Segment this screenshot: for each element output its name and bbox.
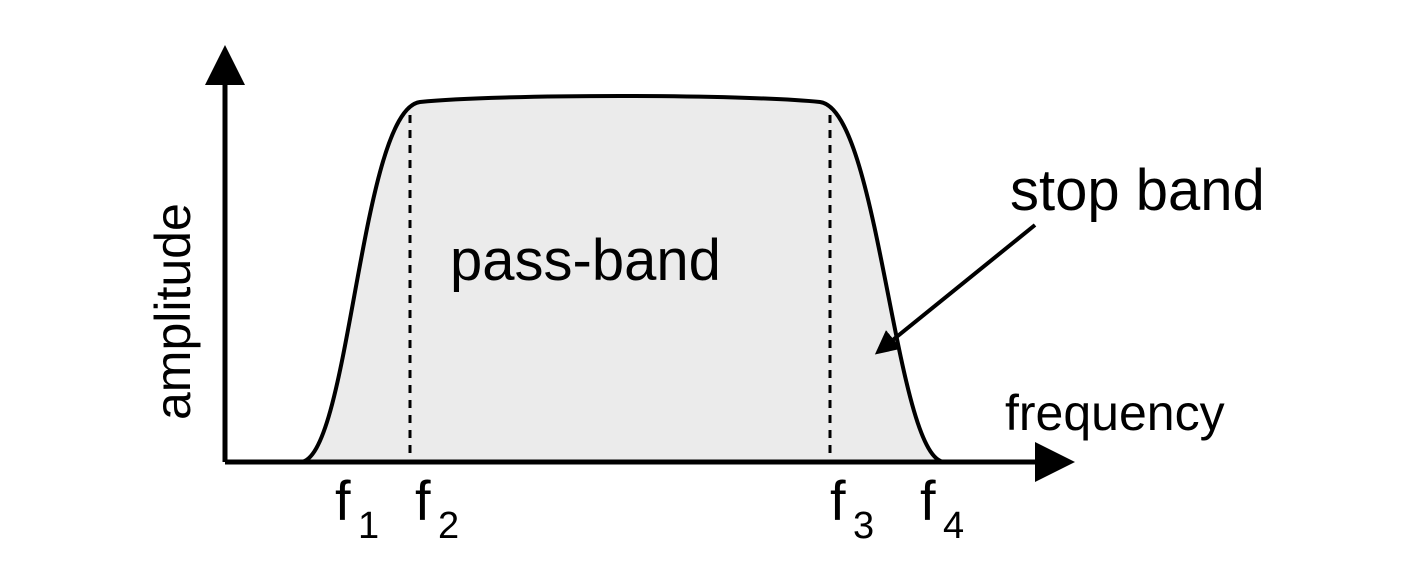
- svg-text:3: 3: [853, 505, 874, 547]
- svg-text:f: f: [830, 469, 846, 532]
- tick-f1: f 1: [335, 469, 379, 547]
- svg-text:1: 1: [358, 505, 379, 547]
- bandpass-diagram: amplitude frequency pass-band stop band …: [0, 0, 1412, 586]
- x-axis-label: frequency: [1005, 385, 1225, 441]
- stop-band-label: stop band: [1010, 158, 1265, 223]
- pass-band-label: pass-band: [450, 228, 721, 293]
- svg-text:4: 4: [943, 505, 964, 547]
- svg-text:2: 2: [438, 505, 459, 547]
- stop-band-arrow: [878, 225, 1035, 352]
- svg-text:f: f: [335, 469, 351, 532]
- svg-text:f: f: [415, 469, 431, 532]
- svg-text:f: f: [920, 469, 936, 532]
- y-axis-label: amplitude: [145, 203, 201, 420]
- tick-f3: f 3: [830, 469, 874, 547]
- tick-f2: f 2: [415, 469, 459, 547]
- tick-f4: f 4: [920, 469, 964, 547]
